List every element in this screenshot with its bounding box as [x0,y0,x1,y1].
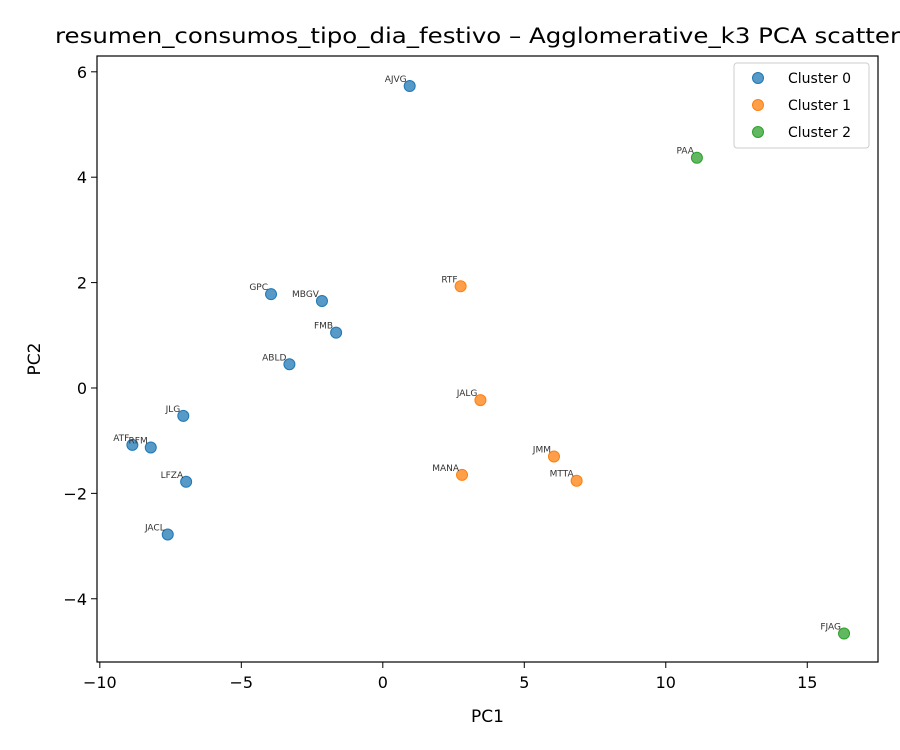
point-label: ABLD [262,353,286,363]
point-label: PAA [676,147,694,157]
data-point [474,394,487,407]
data-point [454,280,467,293]
point-label: JALG [456,389,478,399]
x-tick-label: 15 [797,673,817,692]
x-tick-label: −5 [230,673,254,692]
legend-marker [752,126,764,138]
data-points [126,80,851,640]
point-labels: AJVG GPC MBGV FMB ABLD JLG ATF RFM LFZA JACL RTF JA… [113,75,841,633]
x-tick-label: 10 [656,673,676,692]
data-point [265,288,278,301]
y-tick-label: −2 [63,484,87,503]
legend-marker [752,99,764,111]
point-label: JACL [144,523,165,533]
data-point [403,80,416,93]
axes: −10 −5 0 5 10 15 −4 −2 0 2 4 6 [63,63,817,692]
legend-entry: Cluster 2 [788,125,851,141]
y-axis-label: PC2 [25,343,45,376]
data-point [177,409,190,422]
x-tick-label: 0 [378,673,388,692]
data-point [570,474,583,487]
chart-title: resumen_consumos_tipo_dia_festivo – Aggl… [55,24,900,49]
point-label: RTF [441,275,457,285]
data-point [330,326,343,339]
legend-marker [752,72,764,84]
x-tick-label: −10 [83,673,117,692]
point-label: GPC [249,283,268,293]
point-label: JLG [165,405,181,415]
legend: Cluster 0 Cluster 1 Cluster 2 [733,62,870,149]
legend-entry: Cluster 1 [788,98,851,114]
data-point [126,438,139,451]
point-label: JMM [532,445,551,455]
legend-box [733,62,870,149]
data-point [315,295,328,308]
point-label: MTTA [550,470,575,480]
point-label: RFM [129,437,148,447]
data-point [144,441,157,454]
point-label: AJVG [385,75,407,85]
point-label: LFZA [161,471,184,481]
y-tick-label: 2 [77,274,87,293]
data-point [838,627,851,640]
x-axis-label: PC1 [471,707,504,727]
data-point [283,358,296,371]
data-point [690,151,703,164]
point-label: FJAG [820,623,841,633]
y-tick-label: 6 [77,63,87,82]
y-tick-label: 4 [77,168,87,187]
point-label: ATF [113,434,129,444]
data-point [180,475,193,488]
data-point [161,528,174,541]
x-tick-label: 5 [519,673,529,692]
y-tick-label: −4 [63,590,87,609]
point-label: MBGV [292,290,320,300]
plot-frame [96,55,879,663]
point-label: FMB [314,322,333,332]
y-tick-label: 0 [77,379,87,398]
data-point [547,450,560,463]
point-label: MANA [432,464,460,474]
legend-entry: Cluster 0 [788,71,851,87]
data-point [456,468,469,481]
